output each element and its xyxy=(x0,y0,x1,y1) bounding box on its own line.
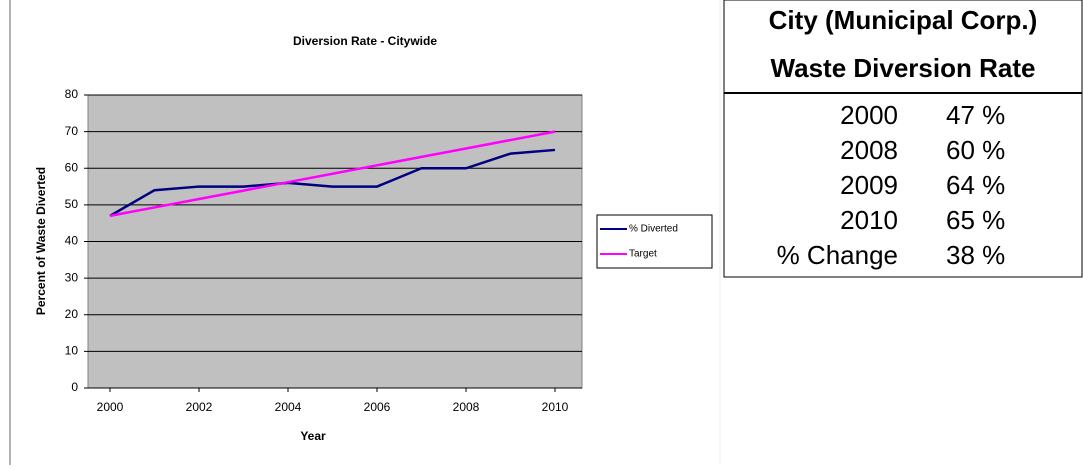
table-cell-value: 60 % xyxy=(946,135,1005,165)
y-axis-label: Percent of Waste Diverted xyxy=(34,167,48,315)
series-line xyxy=(109,130,556,218)
table-title: City (Municipal Corp.) xyxy=(769,5,1038,35)
chart-title: Diversion Rate - Citywide xyxy=(293,34,437,48)
x-tick-label: 2008 xyxy=(453,400,480,414)
y-tick-label: 50 xyxy=(65,197,79,211)
x-tick-label: 2000 xyxy=(97,400,124,414)
table-cell-label: 2000 xyxy=(840,100,898,130)
table-title: Waste Diversion Rate xyxy=(771,53,1036,83)
y-tick-label: 80 xyxy=(65,87,79,101)
table-cell-value: 64 % xyxy=(946,170,1005,200)
table-cell-label: % Change xyxy=(777,240,898,270)
x-tick-label: 2004 xyxy=(275,400,302,414)
legend-box xyxy=(596,214,713,269)
y-tick-label: 60 xyxy=(65,160,79,174)
y-tick-label: 0 xyxy=(71,380,78,394)
table-box xyxy=(723,0,1083,278)
x-axis-label: Year xyxy=(300,429,326,443)
x-tick-label: 2002 xyxy=(186,400,213,414)
table-cell-value: 65 % xyxy=(946,205,1005,235)
y-tick-label: 30 xyxy=(65,270,79,284)
y-tick-label: 20 xyxy=(65,307,79,321)
legend-label: Target xyxy=(629,249,657,260)
y-tick-label: 10 xyxy=(65,344,79,358)
x-tick-label: 2006 xyxy=(364,400,391,414)
table-cell-label: 2008 xyxy=(840,135,898,165)
table-cell-value: 47 % xyxy=(946,100,1005,130)
series-line xyxy=(109,148,556,217)
table-cell-label: 2009 xyxy=(840,170,898,200)
legend-label: % Diverted xyxy=(629,224,678,235)
x-tick-label: 2010 xyxy=(542,400,569,414)
y-tick-label: 70 xyxy=(65,124,79,138)
table-cell-label: 2010 xyxy=(840,205,898,235)
y-tick-label: 40 xyxy=(65,234,79,248)
table-cell-value: 38 % xyxy=(946,240,1005,270)
